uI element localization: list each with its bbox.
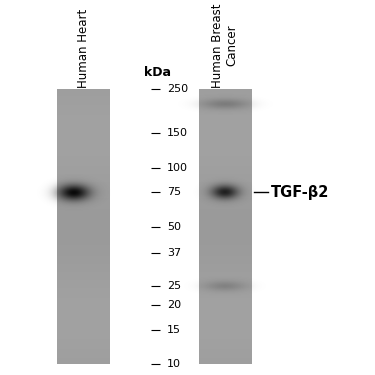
Text: 37: 37: [167, 248, 181, 258]
Text: Human Heart: Human Heart: [77, 9, 90, 88]
Text: 20: 20: [167, 300, 181, 310]
Text: kDa: kDa: [144, 66, 171, 78]
Text: TGF-β2: TGF-β2: [270, 185, 329, 200]
Text: 75: 75: [167, 187, 181, 197]
Text: 10: 10: [167, 359, 181, 369]
Text: 250: 250: [167, 84, 188, 94]
Text: 150: 150: [167, 128, 188, 138]
Text: 15: 15: [167, 325, 181, 334]
Text: Human Breast
Cancer: Human Breast Cancer: [211, 3, 239, 88]
Text: 100: 100: [167, 163, 188, 172]
Text: 25: 25: [167, 281, 181, 291]
Text: 50: 50: [167, 222, 181, 232]
